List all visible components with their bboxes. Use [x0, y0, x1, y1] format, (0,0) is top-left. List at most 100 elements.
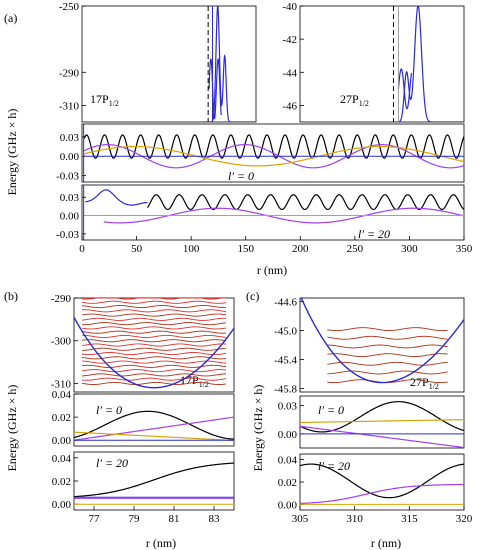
a-top-right-potential-curve: [395, 6, 464, 122]
b-bot-ytick-label: 0.04: [52, 453, 72, 465]
b-mid-ytick-label: 0.02: [52, 412, 71, 424]
state-label-17-a: 17P1/2: [90, 92, 119, 108]
a-bot-xtick-label: 150: [237, 243, 254, 255]
b-top-level-line: [81, 309, 227, 313]
annotation-l20-a: l′ = 20: [358, 227, 390, 241]
a-bot-series-black: [147, 194, 464, 211]
energy-axis-title-b: Energy (GHz × h): [5, 385, 19, 472]
c-bot-xtick-label: 320: [456, 513, 473, 525]
c-mid-series-purple: [300, 425, 464, 448]
b-top-axes: -290 -300 -310: [51, 293, 235, 393]
c-bot-ytick-label: 0.00: [278, 499, 298, 511]
state-label-17-b: 17P1/2: [180, 373, 209, 389]
c-bot-xtick-label: 305: [292, 513, 309, 525]
a-bot-xtick-label: 100: [183, 243, 200, 255]
c-mid-series-orange: [300, 419, 464, 424]
b-bot-xtick-label: 83: [209, 513, 221, 525]
a-bot-series-blue: [85, 189, 148, 206]
b-bot-xtick-label: 77: [89, 513, 101, 525]
b-mid-series-black: [74, 410, 234, 440]
b-top-level-line: [81, 326, 227, 330]
b-top-level-line: [81, 347, 227, 351]
b-top-ytick-label: -290: [51, 293, 72, 305]
a-top-right-axes: -40 -42 -44 -46: [282, 1, 465, 123]
a-bot-xtick-label: 50: [131, 243, 143, 255]
c-bot-series-black: [300, 463, 464, 499]
annotation-l0-c: l′ = 0: [318, 403, 344, 417]
c-bot-ytick-label: 0.04: [278, 455, 298, 467]
a-bot-xtick-label: 300: [401, 243, 418, 255]
panel-label-a: (a): [4, 11, 17, 25]
c-top-potential-curve: [300, 298, 464, 384]
b-top-level-line: [81, 356, 227, 360]
a-top-left-ytick-label: -250: [59, 1, 80, 13]
r-axis-title-a: r (nm): [257, 263, 287, 277]
c-top-axes: -44.6 -45.0 -45.4 -45.8: [274, 297, 465, 395]
a-top-right-ytick-label: -40: [282, 1, 297, 13]
b-top-level-line: [81, 330, 227, 334]
a-mid-axes: 0.03 0.00 -0.03: [56, 123, 465, 183]
a-top-left-potential-curve-2: [208, 58, 222, 120]
c-top-level-line: [327, 353, 448, 358]
b-top-level-line: [81, 377, 227, 381]
c-top-ytick-label: -45.4: [274, 354, 297, 366]
c-bot-xtick-label: 310: [346, 513, 363, 525]
c-top-frame: [299, 297, 465, 393]
b-mid-series-orange: [74, 431, 234, 442]
a-top-left-axes: -250 -290 -310: [59, 1, 257, 123]
b-bot-series-black: [74, 462, 234, 498]
a-mid-ytick-label: 0.03: [60, 132, 80, 144]
a-bot-xtick-label: 0: [79, 243, 85, 255]
b-top-level-line: [81, 339, 227, 343]
b-top-level-line: [81, 300, 227, 304]
c-top-ytick-label: -45.8: [274, 383, 297, 395]
a-top-left-ytick-label: -290: [59, 67, 80, 79]
a-bot-series-purple: [103, 207, 464, 224]
a-bot-frame: [81, 184, 465, 241]
b-mid-ytick-label: 0.00: [52, 435, 72, 447]
b-top-level-line: [81, 373, 227, 377]
c-top-level-line: [327, 344, 448, 349]
annotation-l20-b: l′ = 20: [96, 456, 128, 470]
b-bot-axes: 0.04 0.02 0.00 77 79 81 83: [52, 451, 235, 525]
b-top-ytick-label: -310: [51, 378, 72, 390]
b-mid-axes: 0.04 0.02 0.00: [52, 389, 235, 447]
c-bot-ytick-label: 0.02: [278, 477, 297, 489]
a-bot-ytick-label: -0.03: [56, 229, 79, 241]
panel-label-b: (b): [4, 289, 18, 303]
a-mid-frame: [81, 123, 465, 183]
a-top-right-potential-curve-2: [397, 68, 413, 110]
c-mid-series-black: [300, 401, 464, 433]
a-top-left-frame: [81, 5, 257, 123]
c-mid-axes: 0.03 0.00: [278, 395, 465, 449]
c-top-ytick-label: -45.0: [274, 326, 297, 338]
annotation-l0-a: l′ = 0: [228, 169, 254, 183]
a-bot-xtick-label: 200: [292, 243, 309, 255]
c-top-level-line: [327, 327, 448, 331]
a-top-right-ytick-label: -42: [282, 34, 297, 46]
b-top-ytick-label: -300: [51, 336, 72, 348]
b-bot-ytick-label: 0.02: [52, 476, 71, 488]
a-top-right-ytick-label: -44: [282, 67, 297, 79]
b-top-level-line: [81, 317, 227, 321]
b-top-level-line: [81, 305, 227, 309]
state-label-27-a: 27P1/2: [340, 92, 369, 108]
energy-axis-title-a: Energy (GHz × h): [5, 109, 19, 196]
c-top-level-line: [327, 335, 448, 340]
c-top-ytick-label: -44.6: [274, 297, 297, 309]
a-top-left-ytick-label: -310: [59, 100, 80, 112]
b-top-level-line: [81, 364, 227, 368]
b-top-level-line: [81, 343, 227, 347]
a-mid-ytick-label: 0.00: [60, 151, 80, 163]
annotation-l0-b: l′ = 0: [96, 403, 122, 417]
a-mid-series-purple: [83, 144, 464, 169]
a-bot-ytick-label: 0.03: [60, 192, 80, 204]
r-axis-title-c: r (nm): [371, 536, 401, 550]
plot-layer: -250-290-310-40-42-44-460.030.00-0.030.0…: [51, 1, 473, 525]
b-mid-frame: [73, 393, 235, 447]
r-axis-title-b: r (nm): [146, 536, 176, 550]
c-top-level-line: [327, 361, 448, 366]
a-mid-series-orange: [84, 145, 464, 167]
annotation-l20-c: l′ = 20: [318, 459, 350, 473]
